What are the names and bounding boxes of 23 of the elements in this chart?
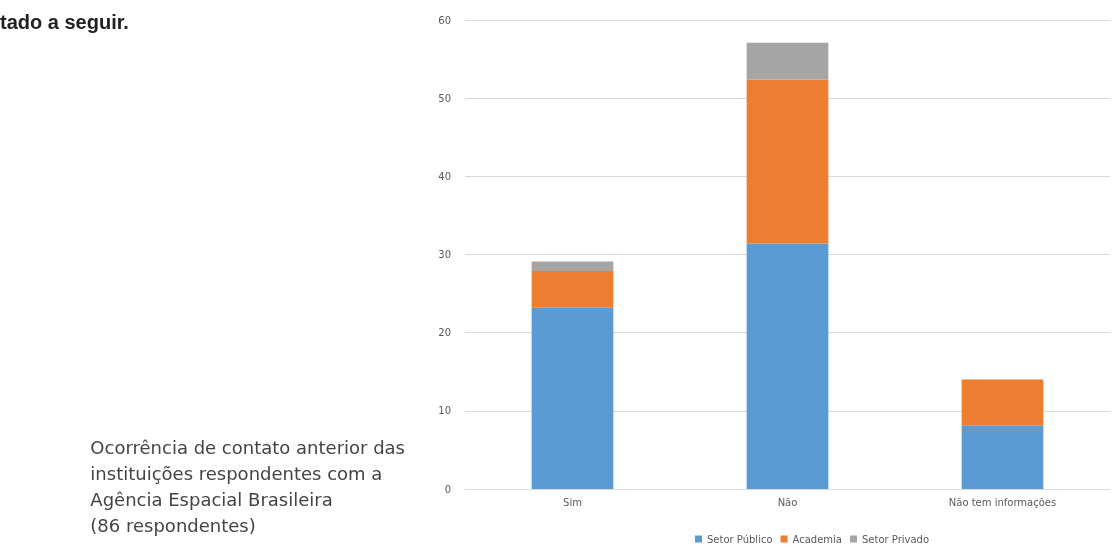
y-tick-label: 30 xyxy=(438,249,451,260)
legend-label: Setor Privado xyxy=(861,533,930,545)
text: tado a seguir. xyxy=(0,11,129,33)
bar xyxy=(746,42,829,80)
bar xyxy=(746,79,829,244)
legend-label: Setor Público xyxy=(707,533,773,545)
bar xyxy=(531,261,614,271)
y-tick-label: 50 xyxy=(438,92,451,104)
x-tick-label: Sim xyxy=(563,496,582,508)
bar xyxy=(531,307,614,489)
bar xyxy=(531,270,614,308)
x-tick-label: Não xyxy=(777,496,798,508)
text: Ocorrência de contato anterior das instituições respondentes com a Agência Espacial Brasileira (86 respondentes) xyxy=(90,436,406,536)
x-tick-label: Não tem informações xyxy=(948,496,1057,508)
y-tick-label: 10 xyxy=(438,405,451,417)
bar xyxy=(746,243,829,489)
legend-label: Academia xyxy=(792,533,842,545)
y-tick-label: 40 xyxy=(438,170,451,182)
y-tick-label: 0 xyxy=(444,483,451,495)
bar xyxy=(961,425,1044,489)
bar xyxy=(961,379,1044,426)
y-tick-label: 60 xyxy=(438,14,451,26)
y-tick-label: 20 xyxy=(438,327,451,339)
